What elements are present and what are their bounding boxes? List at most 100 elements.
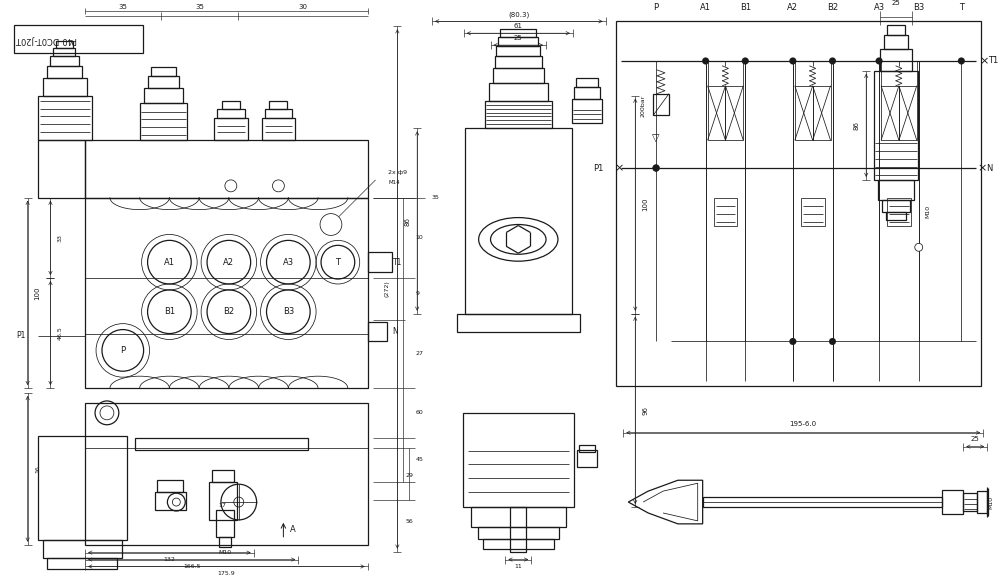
Text: B1: B1: [740, 3, 751, 12]
Text: M10: M10: [925, 205, 930, 218]
Bar: [489, 83, 548, 100]
Text: 35: 35: [119, 5, 128, 11]
Text: 86: 86: [853, 121, 859, 130]
Bar: [50, 56, 79, 66]
Bar: [140, 103, 187, 140]
Text: P40-DC0T-J20T: P40-DC0T-J20T: [14, 35, 76, 43]
Bar: [53, 48, 75, 56]
Bar: [463, 413, 574, 507]
Text: P: P: [654, 3, 659, 12]
Bar: [572, 99, 602, 123]
Bar: [148, 76, 179, 87]
Bar: [262, 119, 295, 140]
Text: N: N: [393, 327, 398, 336]
Bar: [493, 68, 544, 83]
Text: 30: 30: [298, 5, 307, 11]
Bar: [485, 100, 552, 129]
Text: T: T: [959, 3, 964, 12]
Circle shape: [829, 58, 836, 65]
Text: 27: 27: [415, 352, 423, 356]
Circle shape: [702, 58, 709, 65]
Text: B3: B3: [913, 3, 924, 12]
Bar: [708, 86, 725, 140]
Text: T1: T1: [988, 56, 998, 66]
Text: 11: 11: [514, 564, 522, 569]
Text: A2: A2: [787, 3, 798, 12]
Bar: [157, 480, 183, 492]
Text: 56: 56: [405, 519, 413, 524]
Bar: [457, 313, 580, 332]
Bar: [495, 56, 542, 68]
Text: B2: B2: [223, 307, 234, 316]
Bar: [577, 450, 597, 467]
Bar: [135, 438, 308, 450]
Text: B3: B3: [283, 307, 294, 316]
Text: 45: 45: [415, 457, 423, 463]
Bar: [43, 78, 87, 96]
Bar: [368, 322, 387, 342]
Bar: [703, 497, 942, 507]
Text: 35: 35: [431, 195, 439, 200]
Bar: [977, 491, 987, 513]
Bar: [465, 129, 572, 313]
Circle shape: [742, 58, 749, 65]
Bar: [801, 198, 825, 225]
Bar: [222, 100, 240, 109]
Bar: [478, 527, 559, 539]
Bar: [963, 493, 977, 511]
Circle shape: [958, 58, 965, 65]
Text: 195-6.0: 195-6.0: [790, 421, 817, 427]
Text: M10: M10: [989, 495, 994, 508]
Text: A1: A1: [164, 258, 175, 266]
Bar: [881, 86, 899, 140]
Text: B1: B1: [164, 307, 175, 316]
Bar: [795, 86, 813, 140]
Bar: [151, 67, 176, 76]
Bar: [880, 49, 912, 71]
Bar: [899, 86, 917, 140]
Text: (272): (272): [385, 281, 390, 298]
Circle shape: [829, 338, 836, 345]
Text: 10: 10: [415, 235, 423, 241]
Bar: [483, 539, 554, 549]
Text: 25: 25: [971, 436, 980, 441]
Text: 100: 100: [642, 198, 648, 211]
Text: 100: 100: [35, 286, 41, 299]
Text: 9: 9: [415, 291, 419, 296]
Text: ×: ×: [977, 163, 987, 173]
Bar: [574, 87, 600, 99]
Bar: [38, 140, 85, 198]
Text: 25: 25: [514, 35, 523, 41]
Bar: [942, 490, 963, 514]
Bar: [579, 444, 595, 453]
Bar: [209, 483, 237, 520]
Text: 2x ф9: 2x ф9: [388, 170, 408, 176]
Circle shape: [653, 164, 660, 171]
Bar: [216, 510, 234, 537]
Text: A: A: [290, 525, 296, 534]
Bar: [576, 78, 598, 87]
Bar: [887, 25, 905, 35]
Circle shape: [876, 58, 883, 65]
Bar: [882, 200, 910, 212]
Text: A3: A3: [874, 3, 885, 12]
Text: ▽: ▽: [652, 133, 660, 143]
Circle shape: [789, 338, 796, 345]
Bar: [38, 96, 92, 140]
Text: 132: 132: [163, 557, 175, 562]
Bar: [56, 41, 73, 48]
Bar: [500, 29, 536, 37]
Circle shape: [915, 244, 923, 251]
Bar: [214, 119, 248, 140]
Circle shape: [789, 58, 796, 65]
Bar: [725, 86, 743, 140]
Text: 175.9: 175.9: [218, 571, 235, 576]
Bar: [616, 21, 981, 386]
Bar: [887, 198, 911, 225]
Text: 29: 29: [405, 473, 413, 478]
Text: 33: 33: [58, 234, 63, 242]
Text: 16: 16: [35, 465, 40, 473]
Circle shape: [653, 164, 660, 171]
Bar: [874, 71, 918, 180]
Bar: [884, 35, 908, 49]
